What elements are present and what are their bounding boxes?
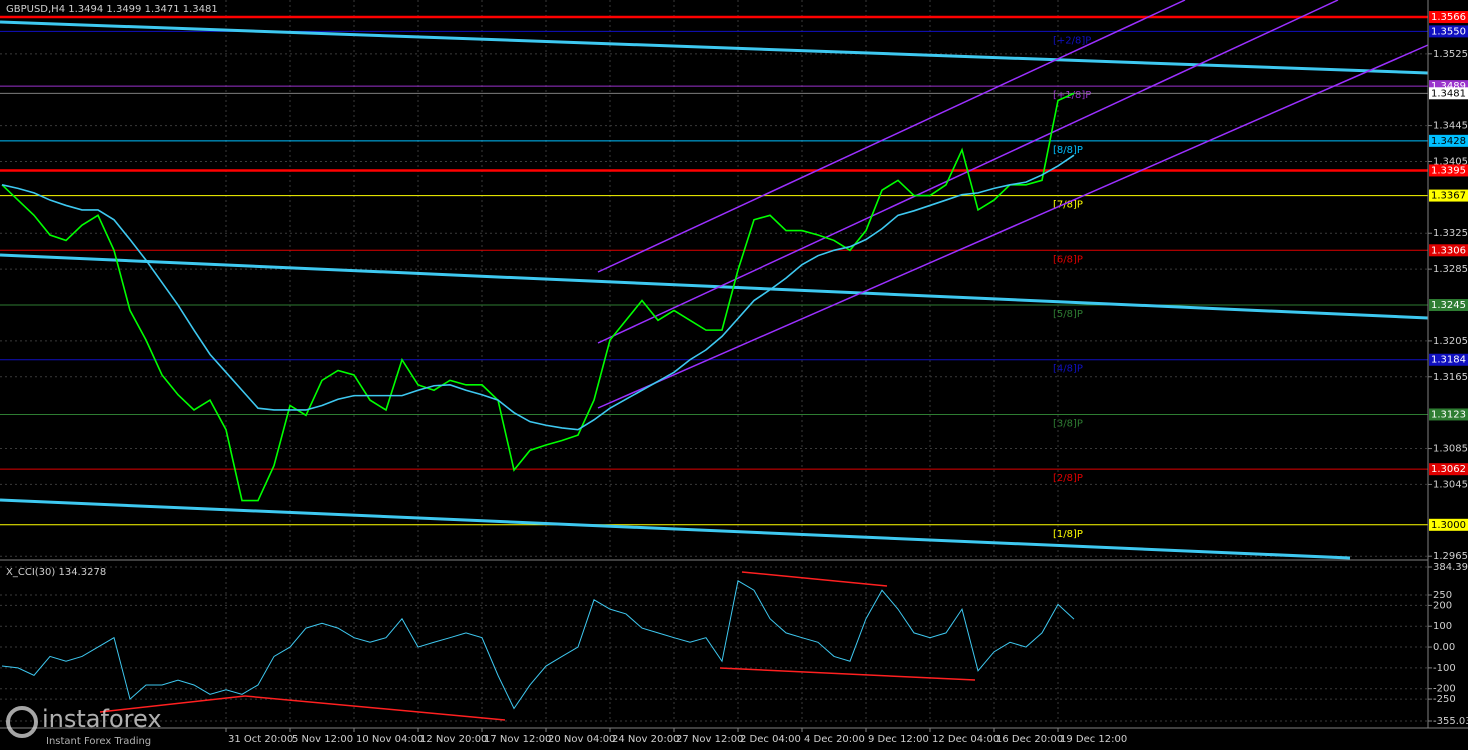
x-tick-label: 12 Dec 04:00 — [932, 734, 999, 745]
price-line — [1, 92, 1075, 502]
brand: instaforex — [42, 705, 162, 733]
x-tick-label: 16 Dec 20:00 — [996, 734, 1063, 745]
level-tag: [2/8]P — [1053, 473, 1083, 484]
x-tick-label: 4 Dec 20:00 — [804, 734, 865, 745]
level-tag: [8/8]P — [1053, 145, 1083, 156]
level-label: 1.3306 — [1431, 245, 1466, 256]
trend-line — [0, 20, 1429, 75]
y-tick-label: 1.3045 — [1433, 479, 1468, 490]
y-tick-label: -100 — [1433, 663, 1456, 674]
x-tick-label: 27 Nov 12:00 — [676, 734, 743, 745]
channel-line — [597, 44, 1429, 409]
level-tag: [+1/8]P — [1053, 90, 1091, 101]
level-label-box — [1429, 299, 1468, 312]
y-tick-label: 100 — [1433, 621, 1452, 632]
x-tick-label: 2 Dec 04:00 — [740, 734, 801, 745]
y-tick-label: -200 — [1433, 684, 1456, 695]
current-price-label: 1.3481 — [1431, 88, 1466, 99]
level-label: 1.3489 — [1431, 81, 1466, 92]
x-tick-label: 31 Oct 20:00 — [228, 734, 293, 745]
level-label-box — [1429, 164, 1468, 177]
y-tick-label: 384.3971 — [1433, 562, 1468, 573]
level-label: 1.3395 — [1431, 165, 1466, 176]
x-tick-label: 9 Dec 12:00 — [868, 734, 929, 745]
divergence-line — [244, 695, 506, 721]
levels: [+2/8]P [+1/8]P [8/8]P [7/8]P [6/8]P [5/8]P [4… — [0, 15, 1428, 540]
cci-line — [1, 580, 1075, 710]
level-label: 1.3062 — [1431, 464, 1466, 475]
x-tick-label: 19 Dec 12:00 — [1060, 734, 1127, 745]
level-label-box — [1429, 244, 1468, 257]
level-label-box — [1429, 25, 1468, 38]
level-label-box — [1429, 353, 1468, 366]
y-tick-label: -355.0311 — [1433, 716, 1468, 727]
level-label: 1.3367 — [1431, 191, 1466, 202]
x-tick-label: 20 Nov 04:00 — [548, 734, 615, 745]
level-tag: [+2/8]P — [1053, 35, 1091, 46]
y-tick-label: 1.3205 — [1433, 336, 1468, 347]
level-tag: [6/8]P — [1053, 254, 1083, 265]
x-tick-label: 5 Nov 12:00 — [292, 734, 353, 745]
level-label-box — [1429, 518, 1468, 531]
level-label: 1.3550 — [1431, 26, 1466, 37]
level-label-box — [1429, 408, 1468, 421]
channel-line — [597, 0, 1186, 273]
level-tag: [4/8]P — [1053, 364, 1083, 375]
trend-line — [0, 498, 1351, 560]
y-tick-label: 250 — [1433, 590, 1452, 601]
moving-average — [1, 154, 1075, 431]
current-price-box — [1429, 87, 1468, 100]
grid — [0, 0, 1428, 722]
y-tick-label: 1.3165 — [1433, 372, 1468, 383]
y-tick-label: 1.3405 — [1433, 156, 1468, 167]
level-label: 1.3000 — [1431, 520, 1466, 531]
chart-title: GBPUSD,H4 1.3494 1.3499 1.3471 1.3481 — [6, 4, 218, 15]
x-tick-label: 17 Nov 12:00 — [484, 734, 551, 745]
level-label: 1.3184 — [1431, 355, 1466, 366]
divergence-line — [719, 667, 976, 681]
divergence-line — [741, 571, 888, 587]
y-tick-label: 200 — [1433, 600, 1452, 611]
x-tick-label: 24 Nov 20:00 — [612, 734, 679, 745]
y-tick-label: 1.2965 — [1433, 551, 1468, 562]
level-tag: [5/8]P — [1053, 309, 1083, 320]
level-label-box — [1429, 463, 1468, 476]
x-tick-label: 12 Nov 20:00 — [420, 734, 487, 745]
y-tick-label: 1.3525 — [1433, 49, 1468, 60]
slogan: Instant Forex Trading — [46, 736, 151, 747]
watermark: instaforex Instant Forex Trading — [6, 705, 162, 747]
level-tag: [1/8]P — [1053, 529, 1083, 540]
y-tick-label: -250 — [1433, 694, 1456, 705]
level-label: 1.3245 — [1431, 300, 1466, 311]
logo — [6, 706, 38, 738]
level-label-box — [1429, 134, 1468, 147]
level-label-box — [1429, 11, 1468, 24]
level-label: 1.3428 — [1431, 136, 1466, 147]
level-tag: [3/8]P — [1053, 418, 1083, 429]
level-tag: [7/8]P — [1053, 200, 1083, 211]
divergence-line — [99, 695, 246, 713]
y-tick-label: 1.3285 — [1433, 264, 1468, 275]
y-tick-label: 1.3325 — [1433, 228, 1468, 239]
y-tick-label: 1.3085 — [1433, 444, 1468, 455]
divergence — [99, 571, 976, 721]
level-label: 1.3123 — [1431, 409, 1466, 420]
y-tick-label: 1.3445 — [1433, 121, 1468, 132]
indicator-title: X_CCI(30) 134.3278 — [6, 567, 106, 578]
plot — [1, 92, 1075, 710]
x-tick-label: 10 Nov 04:00 — [356, 734, 423, 745]
level-label-box — [1429, 189, 1468, 202]
trend-lines — [0, 20, 1429, 560]
level-label: 1.3566 — [1431, 12, 1466, 23]
trend-line — [0, 253, 1429, 320]
y-tick-label: 0.00 — [1433, 642, 1455, 653]
